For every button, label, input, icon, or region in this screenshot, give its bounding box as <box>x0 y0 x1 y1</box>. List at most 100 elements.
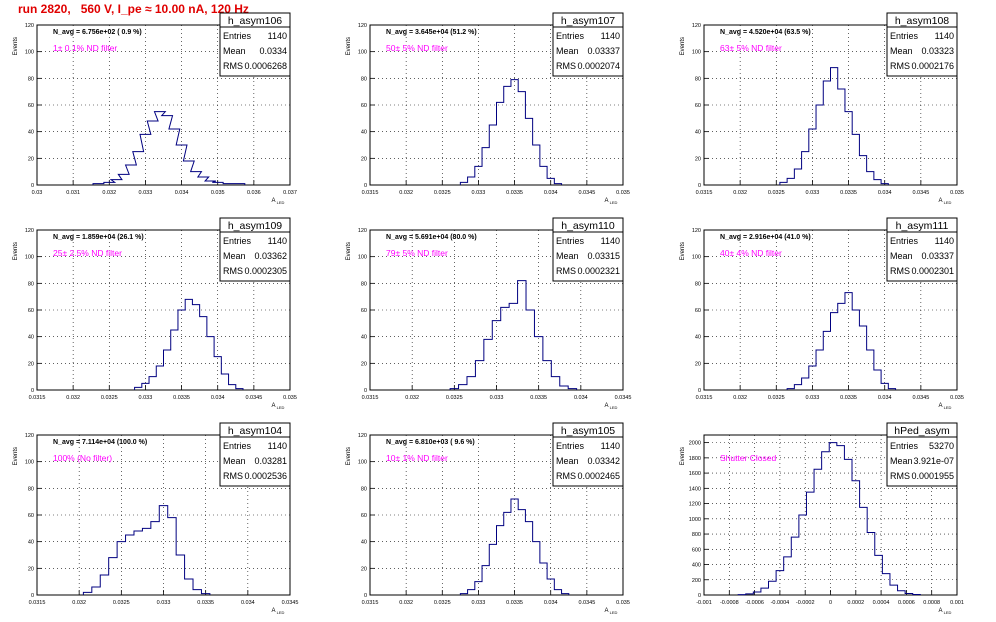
stats-box <box>886 422 958 487</box>
x-tick-label: 0.0335 <box>530 395 547 401</box>
y-tick-label: 40 <box>695 130 701 136</box>
filter-annotation: 79± 5% ND filter <box>386 248 448 258</box>
y-tick-label: 100 <box>358 50 367 56</box>
histogram-line <box>459 498 570 595</box>
stats-box <box>552 422 624 487</box>
x-tick-label: 0.0325 <box>434 600 451 606</box>
navg-label: N_avg = 5.691e+04 (80.0 %) <box>386 234 477 241</box>
x-tick-label: 0.033 <box>806 190 820 196</box>
y-tick-label: 120 <box>692 228 701 234</box>
stats-value: 0.03323 <box>921 46 954 56</box>
navg-label: N_avg = 7.114e+04 (100.0 %) <box>53 439 147 446</box>
stats-box <box>886 217 958 282</box>
x-tick-label: 0.035 <box>616 190 630 196</box>
x-tick-label: 0.034 <box>211 395 225 401</box>
stats-label: Mean <box>556 46 579 56</box>
histogram-name: h_asym108 <box>895 15 949 27</box>
y-tick-label: 0 <box>31 388 34 394</box>
y-tick-label: 60 <box>695 308 701 314</box>
y-tick-label: 40 <box>361 540 367 546</box>
x-tick-label: 0.032 <box>405 395 419 401</box>
histogram-panel-h_asym105: 0.0315 0.032 0.0325 0.033 0.0335 0.034 0.0345 0… <box>346 422 630 615</box>
y-tick-label: 120 <box>358 433 367 439</box>
stats-value: 0.0002074 <box>577 61 620 71</box>
stats-value: 0.03337 <box>921 251 954 261</box>
y-tick-label: 80 <box>695 281 701 287</box>
x-tick-label: 0.0335 <box>197 600 214 606</box>
y-tick-label: 60 <box>361 513 367 519</box>
y-tick-label: 800 <box>692 532 701 538</box>
x-tick-label: -0.001 <box>696 600 712 606</box>
stats-value: 0.0002321 <box>577 266 620 276</box>
navg-label: N_avg = 6.756e+02 ( 0.9 %) <box>53 29 142 36</box>
y-axis-label: Events <box>346 447 352 465</box>
y-tick-label: 1400 <box>689 486 701 492</box>
x-axis-label: A LED <box>272 198 285 205</box>
filter-annotation: Shutter Closed <box>720 453 776 463</box>
histogram-panel-h_asym111: 0.0315 0.032 0.0325 0.033 0.0335 0.034 0.0345 0… <box>680 217 964 410</box>
histogram-panel-h_asym107: 0.0315 0.032 0.0325 0.033 0.0335 0.034 0.0345 0… <box>346 12 630 205</box>
y-tick-label: 100 <box>358 255 367 261</box>
x-tick-label: 0.0315 <box>696 395 713 401</box>
y-tick-label: 1800 <box>689 456 701 462</box>
y-tick-label: 20 <box>361 361 367 367</box>
stats-value: 1140 <box>601 441 620 451</box>
stats-label: Entries <box>890 236 919 246</box>
x-tick-label: 0.0315 <box>696 190 713 196</box>
x-tick-label: 0.0345 <box>912 395 929 401</box>
x-axis-label: A LED <box>939 608 952 615</box>
x-tick-label: 0.0345 <box>578 600 595 606</box>
x-tick-label: 0.0325 <box>434 190 451 196</box>
y-axis-label: Events <box>13 242 19 260</box>
y-tick-label: 80 <box>28 281 34 287</box>
y-tick-label: 100 <box>692 50 701 56</box>
navg-label: N_avg = 4.520e+04 (63.5 %) <box>720 29 811 36</box>
y-tick-label: 80 <box>28 76 34 82</box>
y-tick-label: 120 <box>25 228 34 234</box>
filter-annotation: 25± 2.5% ND filter <box>53 248 122 258</box>
stats-value: 1140 <box>268 31 287 41</box>
x-tick-label: 0.033 <box>157 600 171 606</box>
x-tick-label: 0.032 <box>733 395 747 401</box>
y-tick-label: 40 <box>695 335 701 341</box>
y-tick-label: 0 <box>698 388 701 394</box>
stats-label: Entries <box>890 31 919 41</box>
histogram-panel-h_asym108: 0.0315 0.032 0.0325 0.033 0.0335 0.034 0.0345 0… <box>680 12 964 205</box>
filter-annotation: 40± 4% ND filter <box>720 248 782 258</box>
stats-box <box>552 12 624 77</box>
y-tick-label: 0 <box>364 183 367 189</box>
x-tick-label: 0.035 <box>950 190 964 196</box>
filter-annotation: 100% (No filter) <box>53 453 112 463</box>
stats-box <box>886 12 958 77</box>
x-tick-label: 0.032 <box>733 190 747 196</box>
y-tick-label: 80 <box>695 76 701 82</box>
stats-value: 0.03342 <box>587 456 620 466</box>
stats-value: 0.0002465 <box>577 471 620 481</box>
y-tick-label: 40 <box>28 130 34 136</box>
x-tick-label: 0.035 <box>616 600 630 606</box>
histogram-line <box>449 280 578 390</box>
histogram-line <box>459 79 563 185</box>
navg-label: N_avg = 2.916e+04 (41.0 %) <box>720 234 811 241</box>
y-tick-label: 0 <box>31 593 34 599</box>
x-tick-label: -0.0006 <box>745 600 764 606</box>
x-axis-label: A LED <box>272 608 285 615</box>
filter-annotation: 10± 1% ND filter <box>386 453 448 463</box>
x-axis-label: A LED <box>605 198 618 205</box>
stats-label: Entries <box>223 441 252 451</box>
x-tick-label: 0.034 <box>878 395 892 401</box>
x-tick-label: 0.0002 <box>847 600 864 606</box>
stats-label: Entries <box>890 441 919 451</box>
x-tick-label: 0.0335 <box>173 395 190 401</box>
stats-value: 1140 <box>935 31 954 41</box>
stats-label: RMS <box>223 61 243 71</box>
histogram-panel-h_asym106: 0.03 0.031 0.032 0.033 0.034 0.035 0.036 0.037 0… <box>13 12 297 205</box>
y-tick-label: 1600 <box>689 471 701 477</box>
stats-box <box>552 217 624 282</box>
y-axis-label: Events <box>680 37 686 55</box>
x-tick-label: 0.0006 <box>898 600 915 606</box>
stats-value: 1140 <box>935 236 954 246</box>
x-tick-label: 0.035 <box>211 190 225 196</box>
navg-label: N_avg = 3.645e+04 (51.2 %) <box>386 29 477 36</box>
